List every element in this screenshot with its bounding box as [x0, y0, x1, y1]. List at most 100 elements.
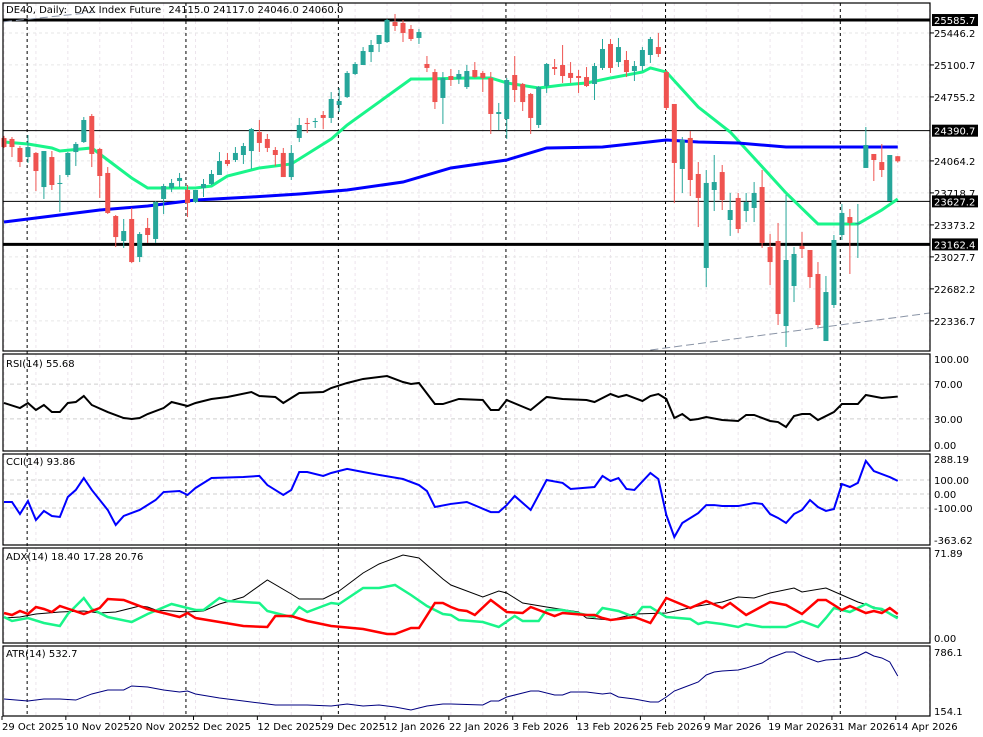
candle [464, 65, 470, 89]
candle-body [719, 172, 725, 200]
candle-body [49, 157, 55, 185]
date-label: 31 Mar 2026 [832, 722, 895, 733]
atr-label: ATR(14) 532.7 [6, 649, 77, 660]
candle-body [1, 137, 7, 148]
candle-body [528, 93, 534, 118]
candle [65, 152, 71, 178]
cci-value: 93.86 [47, 457, 76, 468]
candle-body [392, 22, 398, 27]
candle [799, 232, 805, 258]
price-label: 23027.7 [934, 253, 975, 264]
candle-body [544, 63, 550, 87]
candle [631, 61, 637, 82]
candle [600, 38, 605, 70]
candle-body [384, 20, 390, 43]
candle [607, 38, 613, 73]
candle [296, 117, 302, 143]
candle [615, 37, 621, 68]
date-label: 3 Feb 2026 [513, 722, 569, 733]
candle [743, 192, 749, 223]
candle [520, 82, 526, 112]
candle-body [663, 72, 669, 108]
candle-body [576, 76, 582, 78]
candle-body [33, 152, 39, 172]
cci-label: CCI(14) 93.86 [6, 457, 75, 468]
candle [655, 32, 661, 58]
timeframe: Daily: [39, 5, 67, 16]
candle [73, 142, 79, 167]
price-axis[interactable]: 25446.2 25100.7 24755.2 24064.2 23718.7 23373… [930, 14, 978, 718]
price-label: 22336.7 [934, 317, 975, 328]
cci-axis-label: -363.62 [934, 536, 973, 547]
candle-body [584, 77, 590, 87]
candle-body [312, 121, 318, 123]
candle [855, 203, 861, 258]
candle-body [751, 192, 757, 208]
price-label: 24755.2 [934, 93, 975, 104]
candle [312, 117, 318, 128]
candle [504, 77, 510, 139]
candle [129, 207, 135, 263]
price-label: 23373.2 [934, 221, 975, 232]
candle [256, 120, 262, 153]
rsi-axis-label: 70.00 [934, 380, 963, 391]
cci-cci-line [4, 458, 899, 540]
candle [169, 178, 175, 193]
close-price: 24060.0 [302, 5, 343, 16]
pane-frame [2, 645, 931, 717]
date-label: 29 Oct 2025 [2, 722, 64, 733]
price-label: 25100.7 [934, 61, 975, 72]
candle [17, 146, 23, 168]
candle-body [97, 148, 103, 177]
price-label: 25446.2 [934, 29, 975, 40]
rsi-title: RSI(14) [6, 359, 43, 370]
candle-body [448, 76, 454, 80]
candle [871, 153, 877, 182]
candle [695, 162, 701, 228]
candle [560, 45, 566, 83]
candle-body [703, 182, 709, 268]
candle [344, 71, 350, 98]
candle-body [504, 80, 510, 119]
candle-body [600, 48, 605, 68]
time-axis[interactable]: 29 Oct 2025 10 Nov 2025 20 Nov 2025 2 Dec 2… [1, 716, 958, 733]
candle-body [224, 160, 230, 164]
candle-body [185, 190, 191, 203]
trendline[interactable] [0, 11, 96, 23]
candle-body [296, 125, 302, 138]
candle-body [887, 155, 893, 202]
trendlines[interactable] [0, 11, 930, 351]
level-price-tag [932, 195, 978, 208]
candle-body [432, 72, 438, 103]
candle [33, 152, 39, 192]
candle [647, 36, 653, 63]
candle-body [895, 156, 901, 162]
minus-di-value: 20.76 [115, 552, 144, 563]
candle [791, 247, 797, 303]
candle [887, 155, 893, 202]
candle [671, 103, 677, 203]
candle-body [264, 138, 270, 148]
rsi-axis-label: 0.00 [934, 441, 956, 452]
trendline[interactable] [650, 312, 930, 351]
candle-body [440, 77, 446, 98]
candle-body [193, 190, 199, 203]
horizontal-levels[interactable] [3, 18, 930, 246]
symbol: DE40, [6, 5, 36, 16]
candle [49, 151, 55, 190]
indicator-lines [3, 374, 899, 711]
candle-body [799, 246, 805, 249]
candle-body [480, 72, 486, 78]
candle-body [169, 182, 175, 188]
date-label: 25 Feb 2026 [640, 722, 702, 733]
candle [1, 136, 7, 148]
candle-body [520, 83, 526, 103]
adx-di-line [3, 583, 899, 629]
candle [496, 102, 502, 130]
candle-body [775, 241, 781, 314]
slow-moving-average-line [3, 138, 898, 224]
candle [392, 13, 398, 32]
candle [448, 68, 454, 87]
candle [328, 92, 334, 123]
